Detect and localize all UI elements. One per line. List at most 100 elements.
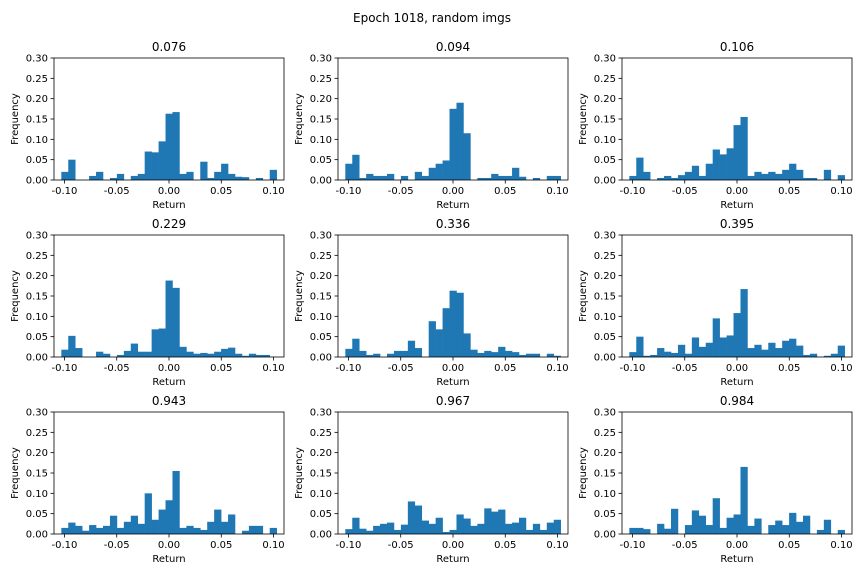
histogram-panel-6: 0.395 -0.10 -0.05 0.00 0.05 0.10 0.00 0.05 0.10 0… <box>578 217 853 388</box>
histogram-bar <box>214 351 222 357</box>
histogram-bar <box>525 353 534 357</box>
y-tick-label: 0.25 <box>594 74 616 85</box>
histogram-bar <box>456 514 464 534</box>
y-axis-label: Frequency <box>578 447 589 499</box>
histogram-bar <box>248 353 257 357</box>
histogram-bar <box>664 528 672 534</box>
histogram-bar <box>116 354 125 357</box>
histogram-bar <box>754 518 762 534</box>
y-tick-label: 0.00 <box>26 530 48 541</box>
histogram-bar <box>89 525 97 534</box>
y-tick-label: 0.10 <box>594 312 616 323</box>
x-axis-label: Return <box>152 200 185 211</box>
histogram-bar <box>228 173 236 180</box>
histogram-bar <box>698 346 707 357</box>
y-tick-label: 0.10 <box>310 312 332 323</box>
histogram-bar <box>109 515 118 534</box>
histogram-bar <box>387 353 395 357</box>
histogram-bar <box>269 527 277 534</box>
histogram-bar <box>109 177 118 180</box>
histogram-bar <box>518 517 527 534</box>
histogram-bar <box>366 530 374 534</box>
histogram-bar <box>352 338 360 357</box>
histogram-bar <box>200 161 208 180</box>
y-tick-label: 0.25 <box>26 251 48 262</box>
histogram-bar <box>428 523 436 534</box>
histogram-bar <box>677 175 686 180</box>
histogram-bar <box>345 348 353 357</box>
histogram-bar <box>435 517 443 534</box>
histogram-bar <box>96 351 104 357</box>
histogram-bar <box>130 175 139 180</box>
histogram-bar <box>684 353 693 357</box>
histogram-bar <box>809 177 818 180</box>
histogram-bar <box>137 523 145 534</box>
histogram-bar <box>505 523 513 534</box>
x-axis-label: Return <box>436 554 469 565</box>
histogram-bar <box>186 525 194 534</box>
histogram-bar <box>747 348 755 357</box>
histogram-bar <box>373 525 381 534</box>
x-tick-label: 0.00 <box>158 186 180 197</box>
histogram-bar <box>518 176 527 180</box>
x-tick-label: 0.00 <box>442 363 464 374</box>
histogram-bar <box>421 520 429 534</box>
x-tick-label: -0.10 <box>336 540 362 551</box>
x-tick-label: -0.05 <box>104 186 130 197</box>
histogram-bar <box>241 355 250 357</box>
x-tick-label: -0.10 <box>52 186 78 197</box>
y-tick-label: 0.30 <box>594 408 616 419</box>
histogram-bar <box>823 355 832 357</box>
histogram-bar <box>705 342 713 357</box>
x-tick-label: 0.10 <box>830 186 852 197</box>
histogram-bar <box>754 171 762 180</box>
histogram-bar <box>463 133 471 180</box>
histogram-bar <box>775 520 783 534</box>
y-tick-label: 0.30 <box>26 408 48 419</box>
histogram-bar <box>207 177 215 180</box>
histogram-bar <box>505 350 513 357</box>
x-tick-label: 0.05 <box>494 540 516 551</box>
histogram-bar <box>546 353 555 357</box>
histogram-bar <box>712 318 720 357</box>
y-tick-label: 0.30 <box>26 54 48 65</box>
histogram-bar <box>518 354 527 357</box>
histogram-bar <box>366 354 374 357</box>
histogram-bar <box>726 335 734 357</box>
histogram-bar <box>61 171 69 180</box>
histogram-bar <box>532 523 541 534</box>
x-axis-label: Return <box>436 377 469 388</box>
histogram-bar <box>837 175 845 180</box>
histogram-bar <box>484 508 492 534</box>
histogram-bar <box>733 514 741 534</box>
histogram-bar <box>823 519 832 534</box>
histogram-bar <box>671 177 679 180</box>
histogram-bar <box>144 351 152 357</box>
histogram-bar <box>380 175 388 180</box>
histogram-bar <box>359 350 367 357</box>
panel-title: 0.395 <box>720 217 754 231</box>
histogram-bar <box>228 514 236 534</box>
histogram-bar <box>733 313 741 357</box>
histogram-bar <box>796 521 804 534</box>
y-tick-label: 0.00 <box>26 176 48 187</box>
histogram-bar <box>373 353 381 357</box>
histogram-bar <box>664 175 672 180</box>
x-tick-label: 0.00 <box>442 186 464 197</box>
x-tick-label: 0.05 <box>778 186 800 197</box>
histogram-bar <box>512 522 520 534</box>
panel-title: 0.943 <box>152 394 186 408</box>
histogram-bar <box>539 529 548 534</box>
y-tick-label: 0.20 <box>310 448 332 459</box>
y-tick-label: 0.25 <box>310 251 332 262</box>
x-tick-label: 0.00 <box>158 363 180 374</box>
y-axis-label: Frequency <box>10 447 21 499</box>
y-tick-label: 0.05 <box>26 332 48 343</box>
y-tick-label: 0.05 <box>310 509 332 520</box>
histogram-bar <box>103 353 111 357</box>
histogram-bar <box>116 173 125 180</box>
panel-title: 0.984 <box>720 394 754 408</box>
y-tick-label: 0.20 <box>594 271 616 282</box>
histogram-bar <box>400 524 409 534</box>
histogram-bar <box>352 517 360 534</box>
